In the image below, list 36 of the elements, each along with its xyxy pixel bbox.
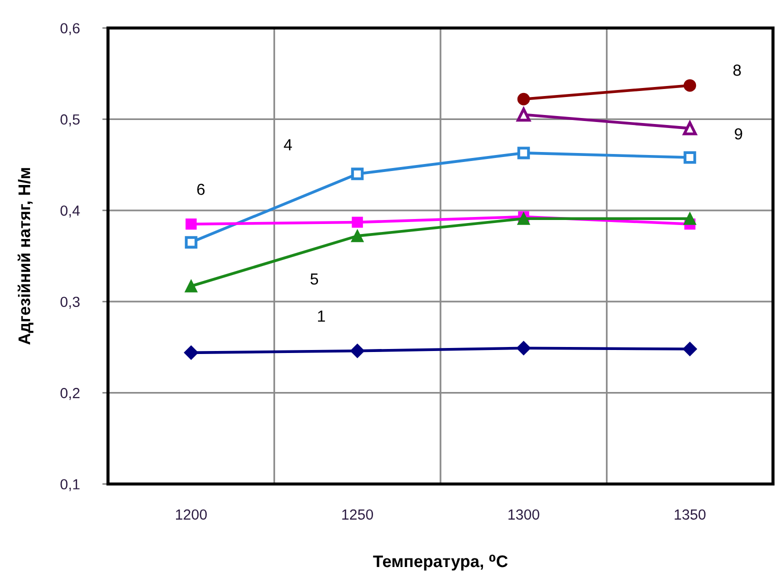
y-tick-label: 0,5	[60, 114, 80, 126]
point	[684, 212, 696, 225]
y-tick-label: 0,4	[60, 206, 80, 218]
x-tick-label: 1200	[176, 509, 207, 520]
y-axis-title: Адгезійний натяг, Н/м	[18, 168, 34, 345]
point	[682, 342, 697, 356]
point	[350, 344, 364, 358]
point	[516, 108, 531, 122]
point	[184, 346, 198, 360]
series-label: 6	[197, 184, 205, 196]
y-tick-label: 0,6	[60, 23, 80, 36]
y-tick-label: 0,1	[60, 479, 80, 492]
y-tick-label: 0,2	[60, 388, 80, 400]
x-axis-title: Температура, ⁰C	[373, 554, 508, 571]
series-label: 1	[318, 310, 325, 322]
point	[517, 92, 530, 106]
point	[186, 218, 197, 230]
point	[517, 212, 530, 225]
point	[352, 216, 363, 228]
point	[351, 230, 364, 242]
text: 8	[733, 64, 741, 76]
point	[351, 168, 364, 180]
x-tick-label: 1350	[674, 509, 706, 520]
point	[184, 280, 198, 292]
point	[517, 146, 530, 160]
point	[684, 79, 696, 92]
point	[184, 236, 198, 249]
point	[516, 341, 531, 356]
x-tick-label: 1300	[508, 509, 540, 520]
text: 9	[734, 128, 742, 140]
y-tick-label: 0,3	[60, 296, 80, 309]
point	[684, 151, 696, 164]
text: 4	[284, 139, 292, 150]
series-label: 5	[310, 274, 318, 285]
point	[682, 121, 697, 136]
x-tick-label: 1250	[342, 509, 374, 520]
